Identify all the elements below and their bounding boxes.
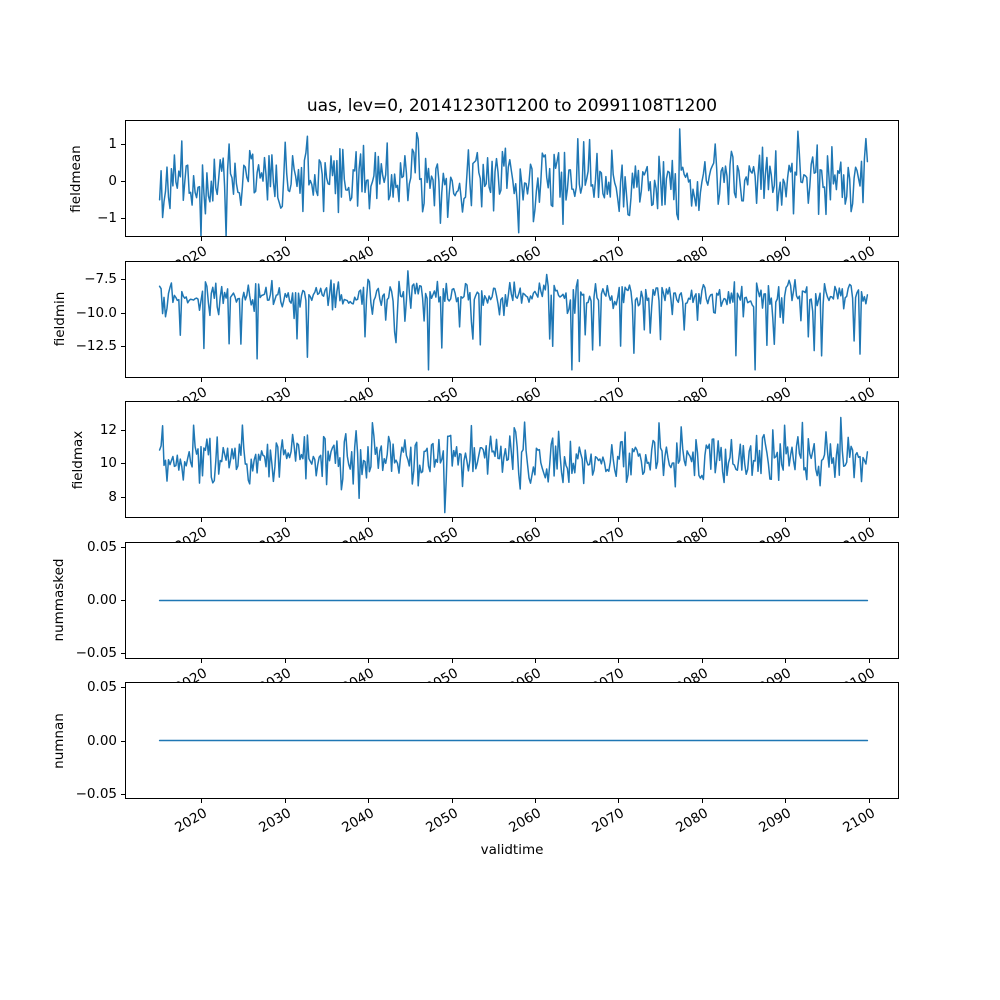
x-tick-mark xyxy=(869,237,870,241)
y-tick-mark xyxy=(121,463,125,464)
x-tick-mark xyxy=(702,237,703,241)
x-tick-mark xyxy=(702,377,703,382)
x-tick-mark xyxy=(201,377,202,382)
chart-title: uas, lev=0, 20141230T1200 to 20991108T12… xyxy=(306,96,718,116)
x-tick-mark xyxy=(785,518,786,522)
fieldmax-line xyxy=(158,416,869,514)
y-tick-mark xyxy=(121,497,125,498)
x-tick-mark xyxy=(618,377,619,382)
y-axis-label-fieldmean: fieldmean xyxy=(68,144,84,213)
x-tick-mark xyxy=(618,658,619,663)
x-tick-mark xyxy=(535,518,536,522)
y-axis-label-nummasked: nummasked xyxy=(51,558,67,642)
y-tick-label: 0.05 xyxy=(86,679,117,695)
x-tick-mark xyxy=(618,237,619,241)
y-tick-mark xyxy=(121,741,125,742)
x-tick-mark xyxy=(869,799,870,803)
x-tick-mark xyxy=(785,377,786,382)
y-axis-label-numnan: numnan xyxy=(51,712,67,769)
y-tick-label: 8 xyxy=(108,489,117,505)
x-tick-mark xyxy=(452,799,453,803)
x-tick-mark xyxy=(452,658,453,663)
x-tick-mark xyxy=(618,518,619,522)
subplot-nummasked-axes xyxy=(125,541,899,659)
x-tick-mark xyxy=(201,658,202,663)
x-tick-mark xyxy=(785,237,786,241)
y-tick-label: 12 xyxy=(99,422,117,438)
y-tick-mark xyxy=(121,430,125,431)
x-tick-mark xyxy=(535,799,536,803)
x-tick-mark xyxy=(869,658,870,663)
numnan-line xyxy=(158,739,869,742)
nummasked-line xyxy=(158,599,869,601)
x-tick-mark xyxy=(285,799,286,803)
x-tick-mark xyxy=(702,799,703,803)
x-tick-mark xyxy=(702,518,703,522)
x-tick-mark xyxy=(201,237,202,241)
y-tick-label: 1 xyxy=(108,136,117,152)
x-tick-mark xyxy=(285,658,286,663)
y-tick-mark xyxy=(121,547,125,548)
y-tick-label: −12.5 xyxy=(75,338,117,354)
x-tick-mark xyxy=(285,237,286,241)
x-tick-mark xyxy=(201,518,202,522)
x-tick-mark xyxy=(368,658,369,663)
fieldmin-line xyxy=(158,269,869,371)
x-tick-mark xyxy=(368,377,369,382)
y-tick-label: 0.00 xyxy=(86,592,117,608)
x-tick-mark xyxy=(368,518,369,522)
y-tick-label: −1 xyxy=(97,210,117,226)
x-tick-mark xyxy=(785,658,786,663)
x-tick-mark xyxy=(285,377,286,382)
x-tick-mark xyxy=(785,799,786,803)
x-tick-mark xyxy=(285,518,286,522)
x-tick-mark xyxy=(452,377,453,382)
x-tick-mark xyxy=(452,237,453,241)
y-tick-mark xyxy=(121,346,125,347)
subplot-fieldmean-axes xyxy=(125,120,899,237)
y-tick-mark xyxy=(121,279,125,280)
x-tick-mark xyxy=(535,377,536,382)
y-tick-label: 10 xyxy=(99,455,117,471)
x-tick-mark xyxy=(702,658,703,663)
y-tick-mark xyxy=(121,653,125,654)
y-tick-label: −0.05 xyxy=(75,786,117,802)
y-tick-label: −10.0 xyxy=(75,305,117,321)
x-axis-label: validtime xyxy=(480,842,544,858)
y-tick-mark xyxy=(121,181,125,182)
subplot-numnan-axes xyxy=(125,682,899,799)
y-tick-label: 0 xyxy=(108,173,117,189)
x-tick-mark xyxy=(869,518,870,522)
y-tick-mark xyxy=(121,144,125,145)
x-tick-mark xyxy=(535,237,536,241)
y-tick-label: −7.5 xyxy=(84,271,117,287)
x-tick-mark xyxy=(869,377,870,382)
y-tick-label: 0.00 xyxy=(86,733,117,749)
y-tick-mark xyxy=(121,218,125,219)
x-tick-mark xyxy=(535,658,536,663)
y-tick-label: 0.05 xyxy=(86,539,117,555)
y-tick-mark xyxy=(121,313,125,314)
x-tick-mark xyxy=(618,799,619,803)
fieldmean-line xyxy=(158,128,869,236)
x-tick-mark xyxy=(368,237,369,241)
subplot-fieldmin-axes xyxy=(125,260,899,378)
y-tick-label: −0.05 xyxy=(75,645,117,661)
y-tick-mark xyxy=(121,794,125,795)
y-tick-mark xyxy=(121,687,125,688)
y-axis-label-fieldmax: fieldmax xyxy=(70,430,86,489)
y-axis-label-fieldmin: fieldmin xyxy=(52,291,68,347)
x-tick-mark xyxy=(201,799,202,803)
x-tick-mark xyxy=(452,518,453,522)
subplot-fieldmax-axes xyxy=(125,401,899,518)
y-tick-mark xyxy=(121,600,125,601)
x-tick-mark xyxy=(368,799,369,803)
